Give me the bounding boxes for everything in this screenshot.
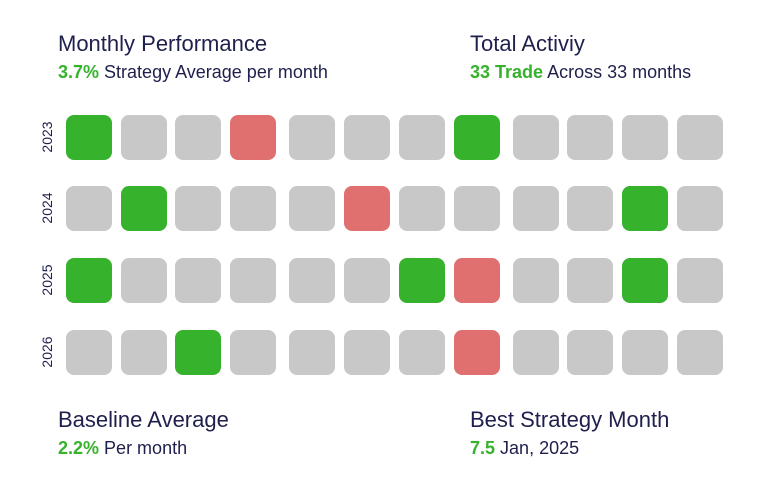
- month-cell[interactable]: [513, 330, 559, 375]
- monthly-performance-value: 3.7%: [58, 62, 100, 82]
- month-cell[interactable]: [677, 115, 723, 160]
- month-cell[interactable]: [289, 186, 335, 231]
- month-cell[interactable]: [175, 258, 221, 303]
- month-cell[interactable]: [344, 186, 390, 231]
- month-cell[interactable]: [289, 115, 335, 160]
- total-activity-value: 33 Trade: [470, 62, 544, 82]
- month-cell[interactable]: [66, 258, 112, 303]
- month-cell[interactable]: [230, 186, 276, 231]
- month-cell[interactable]: [567, 330, 613, 375]
- month-cell[interactable]: [121, 258, 167, 303]
- month-cell[interactable]: [454, 330, 500, 375]
- month-cell[interactable]: [513, 258, 559, 303]
- month-cell[interactable]: [175, 330, 221, 375]
- total-activity-desc: Across 33 months: [547, 62, 692, 82]
- month-cell[interactable]: [121, 330, 167, 375]
- month-cell[interactable]: [677, 186, 723, 231]
- month-cell[interactable]: [344, 258, 390, 303]
- month-cell[interactable]: [344, 330, 390, 375]
- month-cell[interactable]: [513, 186, 559, 231]
- month-cell[interactable]: [344, 115, 390, 160]
- month-cell[interactable]: [399, 115, 445, 160]
- monthly-performance-stat: Monthly Performance 3.7% Strategy Averag…: [58, 30, 328, 84]
- month-cell[interactable]: [622, 186, 668, 231]
- best-strategy-month-subtitle: 7.5 Jan, 2025: [470, 436, 669, 460]
- best-strategy-month-stat: Best Strategy Month 7.5 Jan, 2025: [470, 406, 669, 460]
- month-cell[interactable]: [513, 115, 559, 160]
- month-cell[interactable]: [175, 115, 221, 160]
- best-strategy-month-title: Best Strategy Month: [470, 407, 670, 432]
- month-cell[interactable]: [567, 186, 613, 231]
- total-activity-stat: Total Activiy 33 Trade Across 33 months: [470, 30, 691, 84]
- month-cell[interactable]: [66, 330, 112, 375]
- month-cell[interactable]: [230, 330, 276, 375]
- year-label: 2023: [39, 121, 55, 153]
- month-cell[interactable]: [175, 186, 221, 231]
- month-cell[interactable]: [677, 258, 723, 303]
- best-strategy-month-desc: Jan, 2025: [500, 438, 580, 458]
- baseline-average-value: 2.2%: [58, 438, 100, 458]
- year-label: 2025: [39, 264, 55, 296]
- month-cell[interactable]: [622, 258, 668, 303]
- month-cell[interactable]: [121, 186, 167, 231]
- month-cell[interactable]: [230, 115, 276, 160]
- month-cell[interactable]: [454, 115, 500, 160]
- baseline-average-title: Baseline Average: [58, 407, 229, 432]
- baseline-average-stat: Baseline Average 2.2% Per month: [58, 406, 229, 460]
- month-cell[interactable]: [622, 115, 668, 160]
- baseline-average-desc: Per month: [104, 438, 188, 458]
- month-cell[interactable]: [121, 115, 167, 160]
- monthly-performance-title: Monthly Performance: [58, 31, 268, 56]
- best-strategy-month-value: 7.5: [470, 438, 496, 458]
- monthly-performance-subtitle: 3.7% Strategy Average per month: [58, 60, 328, 84]
- month-cell[interactable]: [66, 186, 112, 231]
- monthly-performance-desc: Strategy Average per month: [104, 62, 328, 82]
- month-cell[interactable]: [622, 330, 668, 375]
- month-cell[interactable]: [567, 258, 613, 303]
- month-cell[interactable]: [399, 258, 445, 303]
- year-label: 2024: [39, 192, 55, 224]
- total-activity-subtitle: 33 Trade Across 33 months: [470, 60, 691, 84]
- month-cell[interactable]: [399, 186, 445, 231]
- total-activity-title: Total Activiy: [470, 31, 585, 56]
- month-cell[interactable]: [289, 258, 335, 303]
- month-cell[interactable]: [454, 258, 500, 303]
- baseline-average-subtitle: 2.2% Per month: [58, 436, 229, 460]
- month-cell[interactable]: [399, 330, 445, 375]
- month-cell[interactable]: [567, 115, 613, 160]
- month-cell[interactable]: [66, 115, 112, 160]
- year-label: 2026: [39, 336, 55, 368]
- month-cell[interactable]: [677, 330, 723, 375]
- month-cell[interactable]: [230, 258, 276, 303]
- month-cell[interactable]: [289, 330, 335, 375]
- month-cell[interactable]: [454, 186, 500, 231]
